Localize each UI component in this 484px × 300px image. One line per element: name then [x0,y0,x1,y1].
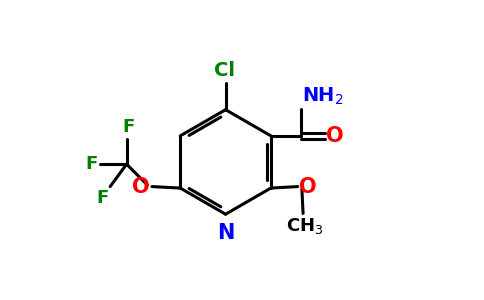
Text: O: O [132,177,150,196]
Text: CH$_3$: CH$_3$ [286,216,323,236]
Text: O: O [326,126,344,146]
Text: F: F [85,155,97,173]
Text: N: N [217,223,234,243]
Text: O: O [300,177,317,196]
Text: F: F [96,189,108,207]
Text: F: F [122,118,134,136]
Text: NH$_2$: NH$_2$ [302,85,344,106]
Text: Cl: Cl [213,61,235,80]
